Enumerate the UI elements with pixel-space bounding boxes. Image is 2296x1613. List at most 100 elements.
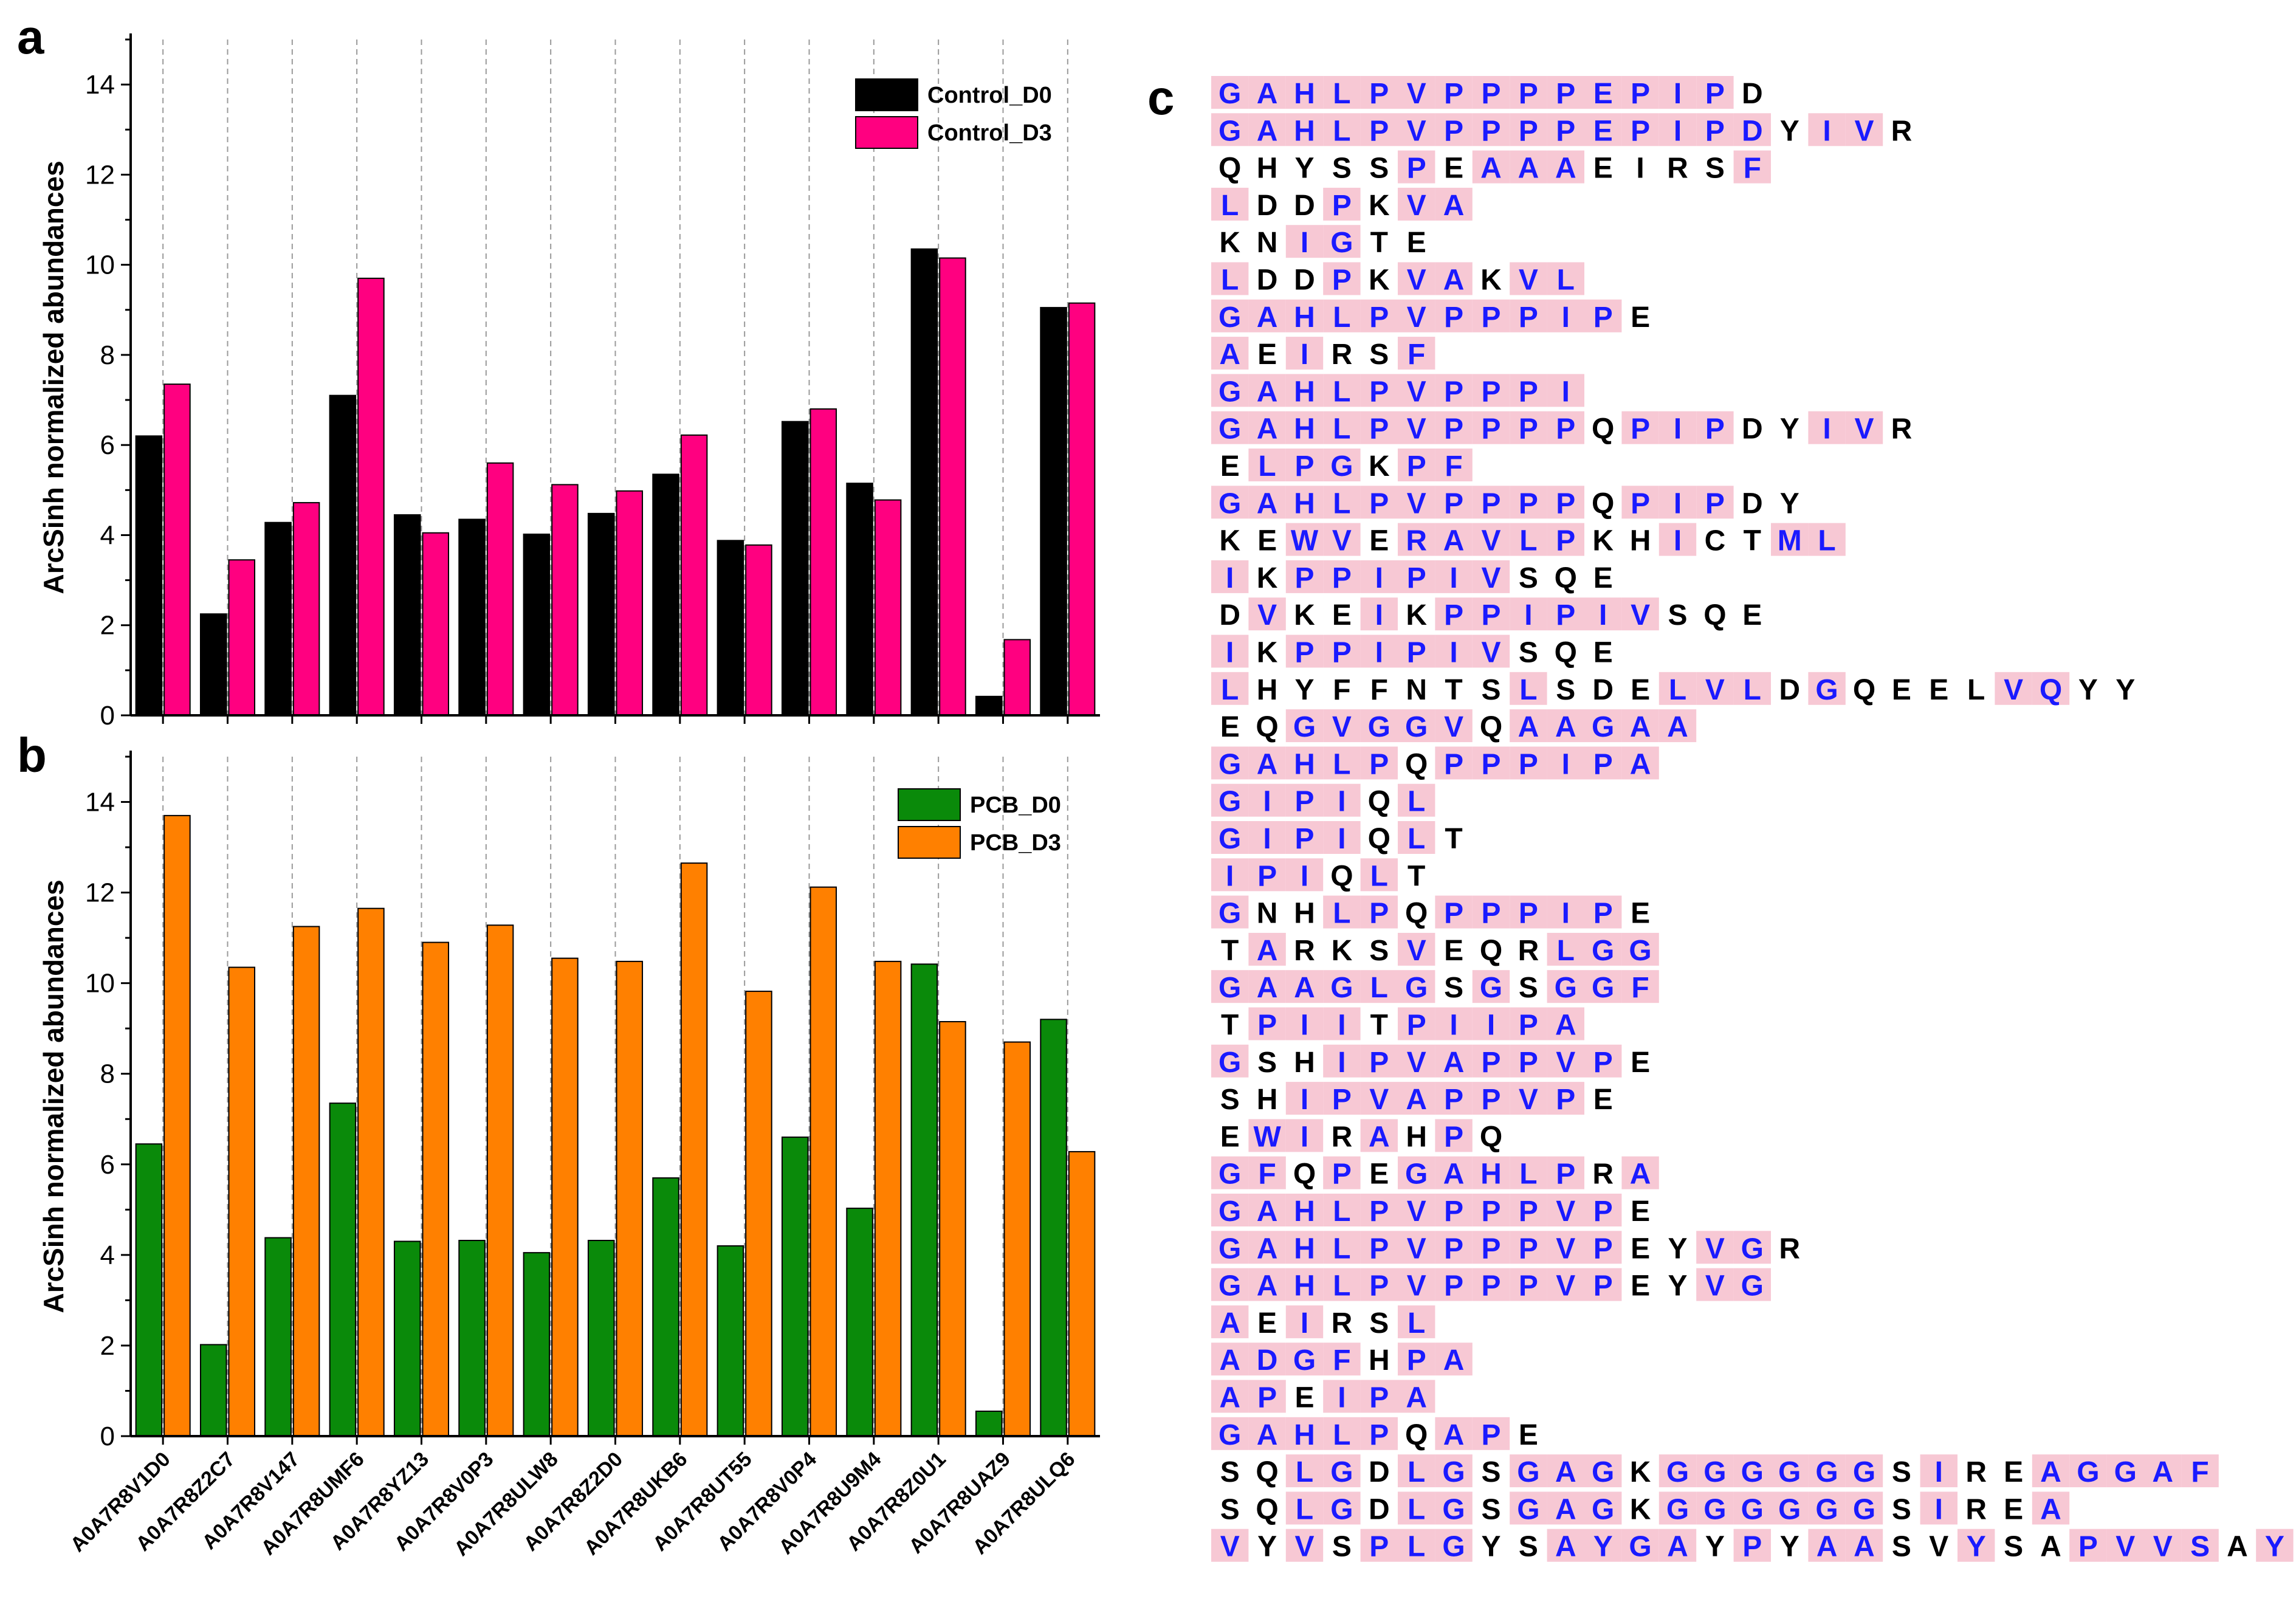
bar-a-control-d3-a0a7r8v1d0 [163,383,191,716]
residue: G [2114,1456,2137,1488]
residue-highlight [1658,1491,1697,1525]
residue: I [1487,1009,1495,1042]
residue: P [1444,1270,1463,1302]
residue-highlight [1696,76,1734,109]
bar-a-control-d0-a0a7r8umf6 [329,394,357,716]
residue-highlight [1360,76,1398,109]
residue-highlight [1398,1194,1435,1226]
residue: P [1444,1195,1463,1228]
residue-highlight [1435,1231,1473,1264]
bar-b-pcb-d3-a0a7r8v147 [292,926,320,1437]
residue: I [1562,748,1570,780]
residue-highlight [1472,597,1510,631]
residue: Y [1780,487,1799,520]
residue: E [2004,1456,2023,1488]
residue: P [1407,1009,1426,1042]
residue: G [1592,711,1614,743]
residue: H [1294,1233,1315,1265]
residue-highlight [1733,1268,1771,1301]
residue-highlight [1323,560,1361,593]
bar-a-control-d3-a0a7r8z2d0 [616,490,644,716]
residue-highlight [1360,374,1398,407]
residue: H [1369,1344,1390,1377]
residue-highlight [1323,225,1361,258]
residue: L [1408,1531,1425,1563]
residue: A [1257,487,1278,520]
residue: V [1705,674,1725,706]
residue-highlight [1211,560,1249,593]
bar-b-pcb-d3-a0a7r8ulw8 [551,957,579,1437]
residue: S [2004,1531,2023,1563]
residue: I [1263,823,1271,855]
residue-highlight [1435,299,1473,332]
residue-highlight [1621,932,1659,966]
residue-highlight [1398,560,1435,593]
residue: L [1519,525,1537,557]
residue: R [1891,413,1913,445]
residue-highlight [1285,1119,1324,1152]
residue-highlight [1696,672,1734,705]
residue: G [1592,1456,1614,1488]
residue-highlight [1323,449,1361,481]
residue-highlight [1435,1194,1473,1226]
y-tick-label-b: 6 [100,1150,115,1180]
residue: G [1330,1456,1353,1488]
residue: P [1294,823,1314,855]
residue: L [1370,860,1388,892]
residue: F [1408,339,1425,371]
residue: P [1369,1233,1389,1265]
residue: A [1219,1307,1240,1340]
residue-highlight [1248,374,1286,407]
residue-highlight [1584,1231,1622,1264]
residue-highlight [1472,1007,1510,1040]
residue-highlight [1808,672,1846,705]
residue: E [1519,1419,1538,1451]
residue-highlight [1510,1194,1547,1226]
residue: V [1407,301,1426,334]
residue: P [1631,487,1650,520]
residue: Q [1480,935,1502,967]
residue: W [1291,525,1319,557]
residue-highlight [1248,1119,1286,1152]
residue-highlight [1248,1417,1286,1450]
residue: V [1407,376,1426,408]
residue: E [1892,674,1911,706]
residue: D [1219,599,1240,631]
residue: L [1333,1419,1350,1451]
residue: V [1854,115,1874,147]
residue: P [1593,1270,1613,1302]
residue-highlight [1435,486,1473,519]
residue: H [1406,1121,1427,1153]
residue-highlight [1696,1231,1734,1264]
residue-highlight [1323,1194,1361,1226]
residue-highlight [1472,560,1510,593]
residue: A [1257,748,1278,780]
residue: L [1296,1493,1313,1525]
residue-highlight [1211,374,1249,407]
residue-highlight [1584,709,1622,743]
residue-highlight [1435,262,1473,295]
residue: P [1519,78,1538,110]
residue-highlight [1360,1119,1398,1152]
residue-highlight [1285,1268,1324,1301]
residue: Y [1294,153,1314,185]
residue-highlight [1285,635,1324,668]
residue: P [1481,413,1500,445]
residue: S [1668,599,1687,631]
residue-highlight [1547,1194,1584,1226]
residue: E [1593,562,1613,594]
bar-a-control-d3-a0a7r8ut55 [745,544,772,716]
residue-highlight [1621,76,1659,109]
residue-highlight [1323,746,1361,780]
residue-highlight [1621,411,1659,444]
residue: S [1892,1531,1911,1563]
y-tick-label-a: 14 [85,70,115,100]
residue: A [1630,711,1651,743]
residue: G [1629,935,1651,967]
bar-a-control-d3-a0a7r8u9m4 [874,499,902,716]
